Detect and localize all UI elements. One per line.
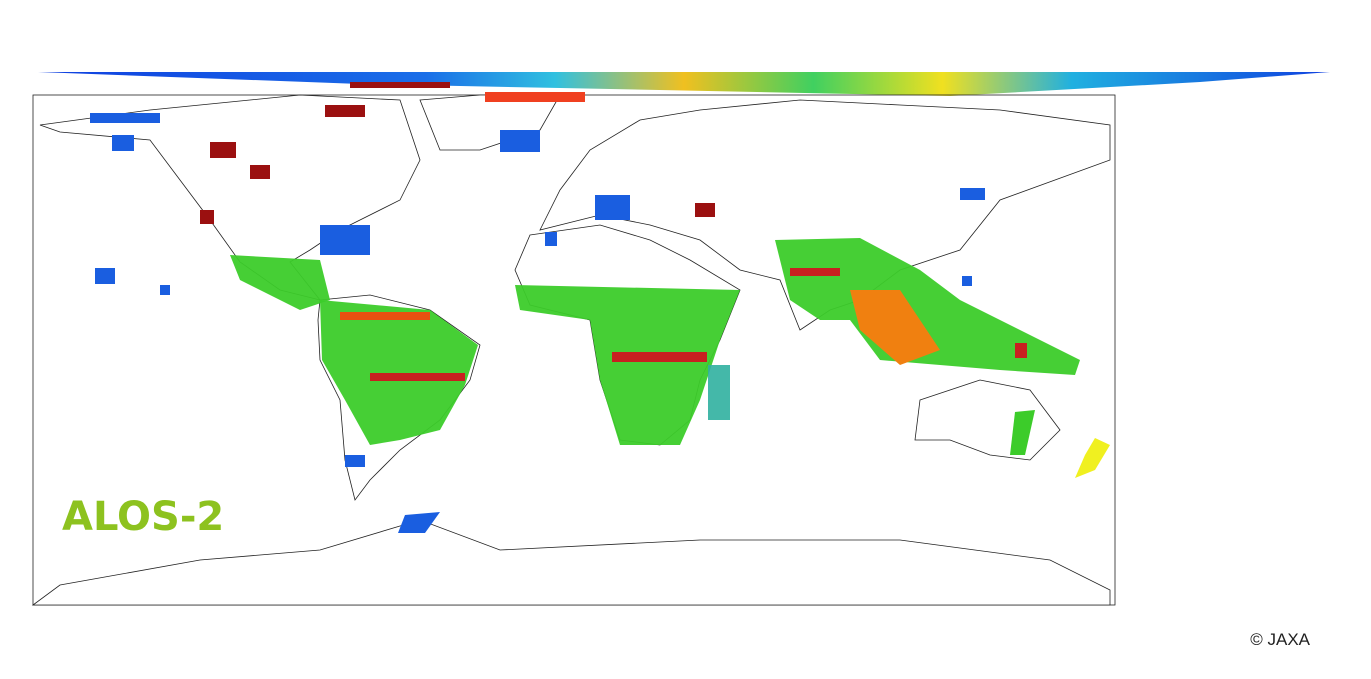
- swath: [38, 72, 1330, 96]
- credit: © JAXA: [1250, 630, 1310, 649]
- patch: [350, 82, 450, 88]
- logo: ALOS-2: [62, 494, 224, 540]
- observation-patches: [90, 92, 1110, 533]
